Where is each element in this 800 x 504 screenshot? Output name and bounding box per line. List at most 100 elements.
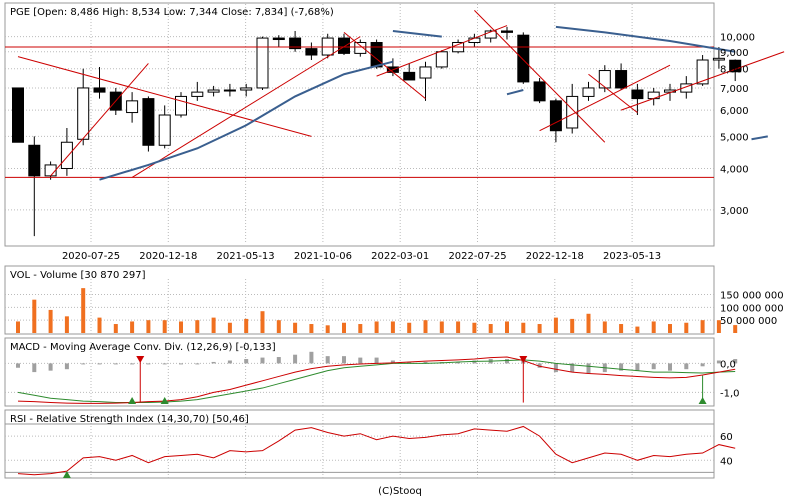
trend-line (588, 73, 638, 113)
moving-average-line (99, 60, 394, 181)
volume-bar (553, 317, 558, 333)
macd-histogram-bar (407, 361, 412, 364)
volume-bar (325, 325, 330, 333)
rsi-panel (4, 409, 715, 479)
price-axis-tick-label: 8,000 (720, 65, 749, 76)
macd-histogram-bar (179, 363, 183, 365)
candle-body (77, 87, 90, 140)
candle-body (403, 71, 416, 81)
candle-body (321, 37, 334, 56)
candle-body (60, 141, 73, 169)
candle-body (338, 37, 350, 54)
macd-histogram-bar (32, 363, 37, 373)
volume-bar (16, 321, 20, 333)
candle-body (680, 83, 693, 93)
macd-histogram-bar (260, 357, 265, 364)
date-axis-tick-label: 2021-10-06 (294, 251, 352, 262)
candle-body (533, 81, 546, 102)
buy-signal-marker (128, 397, 137, 404)
volume-bar (97, 317, 102, 333)
macd-histogram-bar (537, 363, 542, 368)
candle-body (631, 89, 644, 100)
sell-signal-marker (519, 356, 528, 363)
macd-histogram-bar (342, 356, 346, 364)
macd-line (17, 356, 736, 404)
price-axis-tick-label: 10,000 (720, 33, 755, 44)
volume-bar (716, 320, 721, 333)
volume-panel-title: VOL - Volume [30 870 297] (10, 270, 146, 281)
date-axis-tick-label: 2020-12-18 (139, 251, 197, 262)
volume-bar (407, 322, 412, 333)
macd-histogram-bar (64, 363, 69, 370)
macd-histogram-bar (505, 359, 509, 364)
candle-body (256, 37, 269, 89)
volume-bar (146, 320, 151, 333)
volume-bar (244, 318, 249, 333)
volume-bar (162, 320, 167, 333)
volume-bar (81, 288, 86, 333)
trend-line (50, 63, 149, 177)
volume-bar (472, 322, 477, 333)
volume-bar (635, 326, 640, 333)
stooq-credit: (C)Stooq (378, 486, 422, 497)
macd-histogram-bar (390, 360, 395, 364)
volume-bar (358, 324, 363, 333)
rsi-axis-tick-label: 60 (720, 432, 733, 443)
candle-body (615, 70, 628, 89)
candle-body (354, 41, 367, 54)
macd-histogram-bar (195, 363, 200, 365)
macd-histogram-bar (276, 357, 281, 364)
candle-body (435, 51, 448, 68)
volume-bar (651, 321, 656, 333)
candle-body (647, 91, 660, 100)
volume-axis-tick-label: 100 000 000 (720, 303, 784, 314)
price-axis-tick-label: 6,000 (720, 106, 749, 117)
macd-histogram-bar (227, 360, 232, 364)
date-axis-tick-label: 2022-12-18 (526, 251, 584, 262)
candle-body (517, 34, 530, 83)
macd-histogram-bar (146, 363, 151, 365)
candle-body (272, 37, 285, 41)
volume-bar (619, 324, 624, 333)
volume-bar (602, 321, 607, 333)
candle-body (223, 89, 236, 92)
trend-line (539, 64, 671, 132)
volume-axis-tick-label: 50 000 000 (720, 316, 777, 327)
macd-histogram-bar (553, 363, 558, 373)
candle-body (28, 144, 41, 177)
macd-histogram-bar (586, 363, 591, 374)
moving-average-line (751, 135, 768, 141)
trend-line (17, 56, 312, 137)
macd-histogram-bar (700, 363, 705, 367)
volume-bar (32, 299, 37, 333)
macd-histogram-bar (325, 356, 330, 364)
macd-histogram-bar (651, 363, 656, 370)
volume-bar (179, 321, 183, 333)
moving-average-line (392, 29, 442, 38)
volume-bar (195, 320, 200, 333)
macd-histogram-bar (716, 360, 721, 364)
candle-body (549, 100, 562, 132)
macd-axis-tick-label: -1,0 (720, 388, 740, 399)
volume-bar (505, 321, 509, 333)
sell-signal-marker (136, 356, 145, 363)
volume-bar (342, 322, 346, 333)
volume-bar (211, 317, 216, 333)
date-axis-tick-label: 2020-07-25 (62, 251, 120, 262)
volume-bar (456, 321, 461, 333)
volume-bar (537, 324, 542, 333)
trend-line (343, 31, 426, 100)
macd-histogram-bar (162, 363, 167, 365)
price-axis-tick-label: 4,000 (720, 164, 749, 175)
volume-axis-tick-label: 150 000 000 (720, 291, 784, 302)
volume-bar (570, 318, 575, 333)
buy-signal-marker (698, 397, 707, 404)
volume-bar (439, 321, 444, 333)
date-axis-tick-label: 2022-03-01 (371, 251, 429, 262)
macd-panel (4, 337, 715, 407)
volume-bar (586, 313, 591, 333)
buy-signal-marker (160, 397, 169, 404)
trend-line (131, 36, 361, 178)
volume-bar (309, 324, 314, 333)
